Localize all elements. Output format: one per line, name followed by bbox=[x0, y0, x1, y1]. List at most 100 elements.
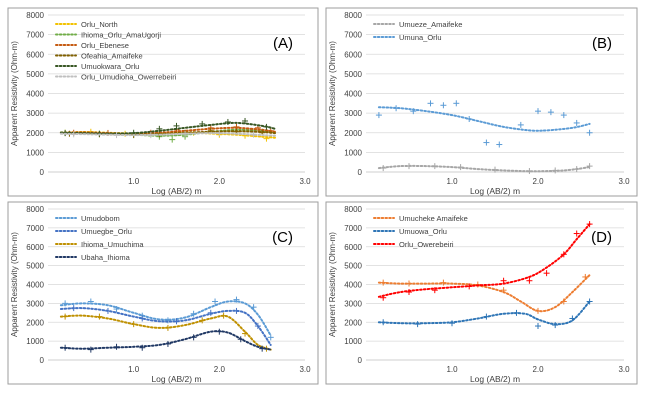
panel-b-y-tick-label: 2000 bbox=[344, 129, 362, 138]
panel-b-x-axis-label: Log (AB/2) m bbox=[470, 186, 520, 196]
panel-c-series-1-data-point bbox=[190, 310, 197, 317]
panel-d-series-3-data-point bbox=[406, 289, 412, 296]
panel-d-series-3-data-point bbox=[573, 230, 580, 237]
panel-d-legend: Umucheke Amaifeke Umuowa_Orlu Orlu_Owerebe… bbox=[373, 214, 468, 249]
panel-a-legend-label: Umuokwara_Orlu bbox=[81, 62, 139, 71]
panel-c-frame bbox=[7, 201, 319, 385]
panel-b-series-1-data-point bbox=[552, 167, 559, 174]
panel-d-legend-label: Umuowa_Orlu bbox=[399, 227, 447, 236]
panel-c-series-1-fit-curve bbox=[59, 300, 272, 337]
panel-a-y-tick-label: 7000 bbox=[26, 31, 44, 40]
panel-d-y-tick-label: 2000 bbox=[344, 318, 362, 327]
panel-a-y-tick-label: 0 bbox=[40, 168, 45, 177]
panel-b-y-tick-label: 3000 bbox=[344, 109, 362, 118]
panel-a-y-tick-label: 3000 bbox=[26, 109, 44, 118]
panel-c-series-2-data-point bbox=[70, 305, 77, 312]
panel-a-legend-label: Orlu_Ebenese bbox=[81, 41, 129, 50]
panel-a-series-5-data-point bbox=[199, 120, 206, 127]
panel-c-series-2-data-point bbox=[173, 318, 180, 325]
panel-c-series-4-data-point bbox=[164, 340, 171, 347]
panel-a-legend-label: Orlu_Umudioha_Owerrebeiri bbox=[81, 73, 177, 82]
panel-c-x-axis-label: Log (AB/2) m bbox=[151, 374, 201, 384]
panel-c-series-4 bbox=[59, 328, 272, 353]
panel-a-y-tick-label: 6000 bbox=[26, 50, 44, 59]
panel-a: 0 1000 2000 3000 4000 5000 6000 7000 8000 1.0 2.0 3… bbox=[7, 7, 319, 197]
panel-b-series-2-data-point bbox=[427, 100, 434, 107]
panel-b-legend-label: Umueze_Amaifeke bbox=[399, 20, 462, 29]
panel-c-series-3-fit-curve bbox=[59, 314, 272, 351]
panel-b-series-1-data-point bbox=[492, 166, 498, 173]
panel-d-series-1-data-point bbox=[406, 280, 412, 287]
panel-c-legend-label: Umudobom bbox=[81, 214, 120, 223]
panel-b-series-1-data-point bbox=[526, 168, 533, 175]
panel-d-y-tick-label: 4000 bbox=[344, 281, 362, 290]
panel-c-series-3-data-point bbox=[130, 321, 137, 328]
panel-b-series-2-data-point bbox=[375, 112, 382, 119]
panel-c-series-3-data-point bbox=[242, 330, 249, 337]
panel-d-y-tick-label: 6000 bbox=[344, 243, 362, 252]
panel-d-series-1-data-point bbox=[440, 279, 447, 286]
panel-b-y-tick-label: 1000 bbox=[344, 148, 362, 157]
panel-c-label: (C) bbox=[272, 229, 293, 246]
panel-c-y-tick-label: 7000 bbox=[26, 224, 44, 233]
panel-b-series-2-data-point bbox=[410, 108, 417, 115]
panel-d-y-axis-label: Apparent Resistivity (Ohm-m) bbox=[328, 232, 337, 337]
panel-d-series-3-data-point bbox=[543, 270, 550, 277]
panel-b-y-tick-label: 5000 bbox=[344, 70, 362, 79]
panel-c-legend-label: Ihioma_Umuchima bbox=[81, 240, 144, 249]
panel-d-y-tick-label: 5000 bbox=[344, 262, 362, 271]
panel-a-series-2-data-point bbox=[169, 136, 176, 143]
panel-d-x-tick-label: 3.0 bbox=[618, 365, 630, 374]
panel-c-series-4-data-point bbox=[237, 336, 244, 343]
panel-d-series-2-data-point bbox=[513, 309, 520, 316]
panel-c-y-tick-label: 4000 bbox=[26, 281, 44, 290]
panel-d-frame bbox=[325, 201, 638, 385]
panel-c-series-2 bbox=[59, 305, 272, 346]
panel-a-series-6-data-point bbox=[216, 130, 223, 137]
panel-a-series-6-data-point bbox=[113, 132, 120, 139]
panel-d-series-3-data-point bbox=[431, 287, 438, 294]
panel-c-y-tick-label: 5000 bbox=[26, 262, 44, 271]
panel-a-series-5-data-point bbox=[242, 117, 249, 124]
panel-c-series-4-data-point bbox=[113, 343, 120, 350]
panel-b-series-2-data-point bbox=[586, 129, 593, 136]
panel-c-series-1-data-point bbox=[87, 298, 94, 305]
panel-d-label: (D) bbox=[591, 229, 612, 246]
panel-c-series-1-data-point bbox=[212, 298, 219, 305]
panel-b-legend: Umueze_Amaifeke Umuna_Orlu bbox=[373, 20, 462, 42]
panel-b-series-2-data-point bbox=[573, 119, 580, 126]
panel-c-y-tick-label: 1000 bbox=[26, 337, 44, 346]
panel-c-series-2-data-point bbox=[207, 309, 214, 316]
panel-d-legend-label: Umucheke Amaifeke bbox=[399, 214, 468, 223]
panel-d-series-2-data-point bbox=[414, 321, 421, 328]
panel-b-series-1-data-point bbox=[380, 165, 387, 172]
panel-b-series-1-data-point bbox=[586, 163, 593, 170]
panel-d-series-2-fit-curve bbox=[377, 300, 591, 326]
panel-a-label: (A) bbox=[273, 35, 293, 52]
panel-d-series-3-data-point bbox=[526, 277, 533, 284]
panel-c-series-4-data-point bbox=[87, 346, 94, 353]
panel-d-series-3 bbox=[377, 221, 593, 301]
panel-a-x-tick-label: 2.0 bbox=[214, 177, 226, 186]
panel-d-legend-label: Orlu_Owerebeiri bbox=[399, 240, 454, 249]
panel-b-series-2 bbox=[375, 100, 593, 148]
panel-c-y-axis-label: Apparent Resistivity (Ohm-m) bbox=[10, 232, 19, 337]
panel-b-series-2-data-point bbox=[535, 108, 541, 115]
panel-b-series-1-fit-curve bbox=[377, 164, 591, 173]
panel-c-series-1-data-point bbox=[267, 334, 274, 341]
panel-b-x-tick-label: 1.0 bbox=[446, 177, 458, 186]
panel-a-series-5-data-point bbox=[173, 122, 180, 129]
panel-d-series-1-data-point bbox=[535, 307, 541, 314]
panel-c-series-4-data-point bbox=[259, 345, 266, 352]
panel-a-legend-label: Ihioma_Orlu_AmaUgorji bbox=[81, 31, 161, 40]
panel-b-frame bbox=[325, 7, 638, 197]
panel-c-series-4-data-point bbox=[139, 344, 146, 351]
panel-a-y-axis-label: Apparent Resistivity (Ohm-m) bbox=[10, 41, 19, 146]
panel-a-series-5-data-point bbox=[224, 118, 231, 125]
panel-c-series-4-fit-curve bbox=[59, 330, 272, 351]
panel-d-y-tick-label: 1000 bbox=[344, 337, 362, 346]
panel-b-series-2-data-point bbox=[453, 100, 460, 107]
panel-c-x-tick-label: 3.0 bbox=[299, 365, 311, 374]
panel-b-x-tick-label: 2.0 bbox=[532, 177, 544, 186]
